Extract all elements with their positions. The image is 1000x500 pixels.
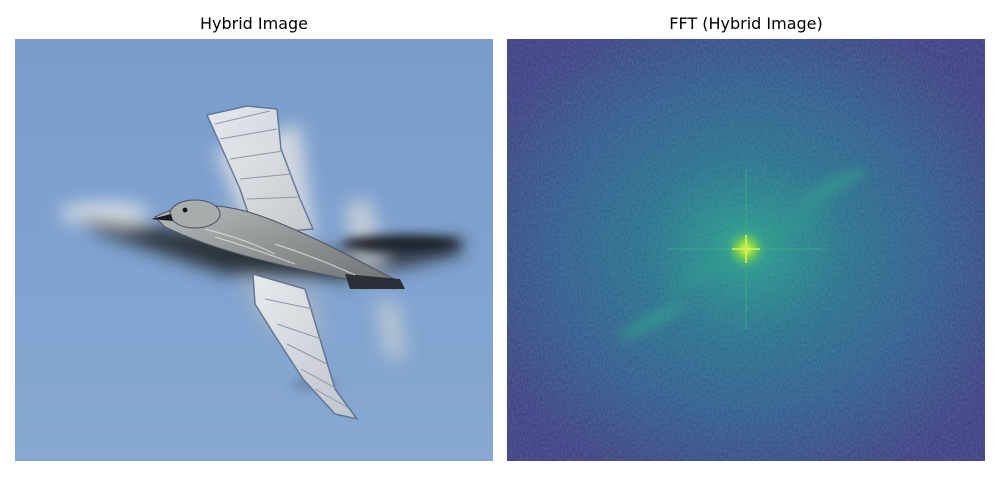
fft-spectrum-canvas bbox=[507, 39, 985, 461]
seagull bbox=[151, 105, 405, 421]
hybrid-image bbox=[15, 39, 493, 461]
fft-image-title: FFT (Hybrid Image) bbox=[669, 14, 823, 33]
hybrid-image-title: Hybrid Image bbox=[199, 14, 309, 33]
fft-image bbox=[507, 39, 985, 461]
hybrid-image-canvas bbox=[15, 39, 493, 461]
